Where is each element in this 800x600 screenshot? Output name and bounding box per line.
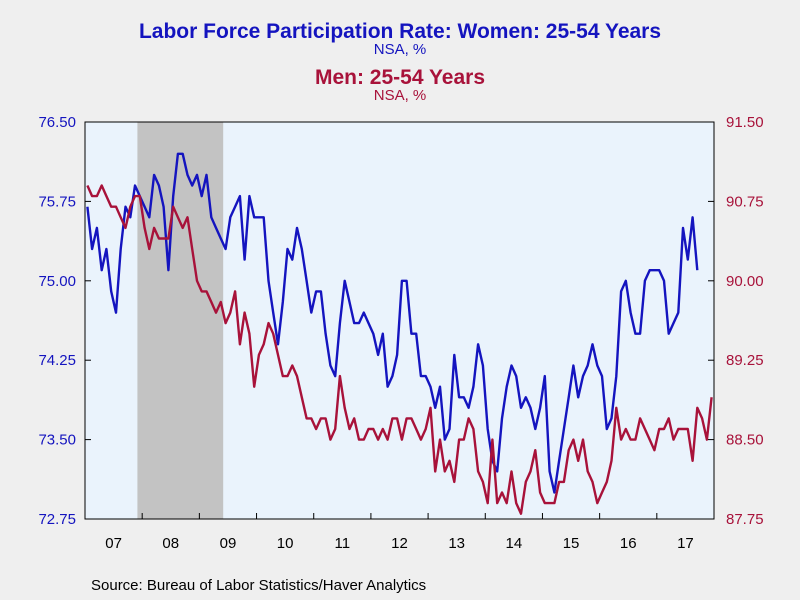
women-units-label: NSA, % (373, 41, 427, 58)
right-axis-tick-label: 89.25 (726, 352, 764, 369)
right-axis-tick-label: 88.50 (726, 432, 764, 449)
x-axis-tick-label: 14 (506, 535, 523, 552)
men-series-title: Men: 25-54 Years (314, 66, 486, 89)
right-axis-tick-label: 87.75 (726, 511, 764, 528)
men-units-label: NSA, % (373, 87, 427, 104)
x-axis-tick-label: 16 (620, 535, 637, 552)
recession-shading (137, 122, 224, 519)
right-axis-tick-label: 90.00 (726, 273, 764, 290)
x-axis-tick-label: 09 (220, 535, 237, 552)
women-series-line (86, 152, 699, 494)
women-series-title: Labor Force Participation Rate: Women: 2… (138, 20, 662, 43)
left-axis-tick-label: 72.75 (38, 511, 76, 528)
x-axis-tick-label: 13 (448, 535, 465, 552)
x-axis-tick-label: 17 (677, 535, 694, 552)
left-axis-tick-label: 73.50 (38, 432, 76, 449)
right-axis-tick-label: 91.50 (726, 114, 764, 131)
left-axis-tick-label: 75.00 (38, 273, 76, 290)
right-axis-tick-label: 90.75 (726, 193, 764, 210)
left-axis-tick-label: 74.25 (38, 352, 76, 369)
x-axis-tick-label: 15 (563, 535, 580, 552)
x-axis-tick-label: 08 (162, 535, 179, 552)
source-note: Source: Bureau of Labor Statistics/Haver… (91, 577, 427, 594)
left-axis-tick-label: 76.50 (38, 114, 76, 131)
x-axis-tick-label: 07 (105, 535, 122, 552)
left-axis-tick-label: 75.75 (38, 193, 76, 210)
men-series-line (86, 184, 713, 515)
plot-frame (84, 121, 715, 520)
x-axis-tick-label: 12 (391, 535, 408, 552)
x-axis-tick-label: 11 (335, 535, 351, 552)
x-axis-tick-label: 10 (277, 535, 294, 552)
